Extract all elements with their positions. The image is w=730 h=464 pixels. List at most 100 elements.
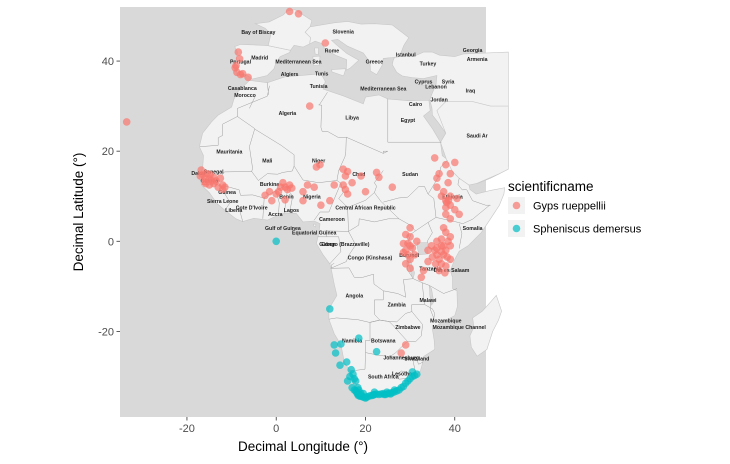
data-point-spheniscus-demersus (326, 305, 334, 313)
data-point-gyps-rueppellii (216, 174, 225, 182)
map-label: Guinea (218, 190, 236, 196)
data-point-gyps-rueppellii (201, 179, 210, 188)
data-point-gyps-rueppellii (404, 239, 412, 248)
data-point-gyps-rueppellii (399, 248, 408, 257)
map-label: Armenia (467, 57, 488, 63)
map-label: Nigeria (303, 195, 321, 201)
data-point-gyps-rueppellii (424, 246, 432, 255)
data-point-gyps-rueppellii (442, 203, 450, 212)
country-border (318, 92, 328, 106)
legend-key-spheniscus-demersus (512, 224, 521, 233)
country-border (383, 186, 429, 203)
country-border (223, 185, 253, 196)
data-point-spheniscus-demersus (336, 361, 344, 370)
data-point-gyps-rueppellii (444, 178, 452, 187)
country-border (326, 236, 342, 264)
data-point-gyps-rueppellii (444, 196, 453, 205)
sicily-landmass (331, 68, 347, 77)
data-point-gyps-rueppellii (455, 210, 464, 219)
data-point-gyps-rueppellii (446, 215, 455, 223)
data-point-gyps-rueppellii (341, 185, 350, 194)
data-point-gyps-rueppellii (330, 181, 339, 189)
data-point-gyps-rueppellii (321, 39, 330, 47)
map-label: Congo (Brazzaville) (321, 242, 369, 248)
map-label: Egypt (401, 118, 416, 124)
data-point-gyps-rueppellii (265, 187, 274, 196)
legend: scientificname Gyps rueppellii Spheniscus… (508, 179, 642, 237)
data-point-gyps-rueppellii (272, 190, 281, 198)
data-point-gyps-rueppellii (244, 73, 252, 82)
data-point-spheniscus-demersus (272, 237, 281, 246)
data-point-gyps-rueppellii (446, 242, 455, 250)
country-border (199, 85, 270, 147)
data-point-spheniscus-demersus (342, 358, 351, 366)
country-border (427, 160, 448, 218)
country-border (330, 263, 335, 269)
data-point-gyps-rueppellii (288, 184, 296, 192)
map-label: Somalia (463, 226, 483, 232)
x-axis-title: Decimal Longitude (°) (238, 439, 368, 454)
map-label: Mali (262, 158, 273, 164)
data-point-gyps-rueppellii (435, 169, 443, 178)
x-tick-label: 0 (273, 423, 279, 435)
country-border (346, 136, 388, 154)
x-axis: -20 0 20 40 (179, 417, 461, 435)
map-label: Mozambique (430, 318, 462, 324)
data-point-spheniscus-demersus (337, 340, 345, 348)
map-label: Burkina (260, 182, 279, 188)
data-point-gyps-rueppellii (419, 266, 428, 275)
map-label: Casablanca (228, 86, 257, 92)
data-point-gyps-rueppellii (310, 183, 319, 191)
country-border (251, 165, 295, 181)
map-label: Mauritania (216, 149, 242, 155)
map-label: Zambia (388, 303, 406, 309)
data-point-gyps-rueppellii (348, 178, 356, 187)
x-tick-label: 40 (449, 423, 461, 435)
map-label: Mediterranean Sea (275, 59, 321, 65)
country-border (221, 128, 256, 176)
legend-key-gyps-rueppellii (512, 201, 521, 210)
x-tick-label: 20 (359, 423, 371, 435)
data-point-gyps-rueppellii (442, 160, 450, 169)
country-border (383, 278, 425, 323)
map-label: Zimbabwe (395, 325, 420, 331)
data-point-gyps-rueppellii (433, 183, 441, 191)
data-point-spheniscus-demersus (369, 391, 378, 399)
y-axis-title: Decimal Latitude (°) (71, 153, 86, 272)
data-point-spheniscus-demersus (331, 349, 340, 357)
country-border (389, 356, 413, 358)
data-point-gyps-rueppellii (372, 168, 381, 177)
map-label: Lesotho (392, 372, 412, 378)
data-point-gyps-rueppellii (238, 69, 247, 78)
data-point-spheniscus-demersus (347, 365, 356, 374)
data-point-gyps-rueppellii (439, 187, 448, 196)
data-point-gyps-rueppellii (406, 264, 414, 273)
map-label: Georgia (463, 48, 483, 54)
map-label: Lagos (284, 208, 299, 214)
data-point-gyps-rueppellii (435, 266, 443, 275)
data-point-gyps-rueppellii (339, 165, 348, 173)
country-border (418, 361, 424, 365)
country-border (262, 197, 265, 219)
map-label: Congo (Kinshasa) (348, 255, 393, 261)
data-point-gyps-rueppellii (221, 183, 229, 191)
data-point-gyps-rueppellii (439, 242, 448, 250)
y-tick-label: 20 (102, 146, 114, 158)
data-point-gyps-rueppellii (441, 269, 449, 277)
map-label: Equatorial Guinea (292, 231, 337, 237)
plot-panel: Bay of BiscaySloveniaGeorgiaPortugalMadr… (120, 7, 509, 417)
map-label: Morocco (234, 93, 256, 99)
data-point-gyps-rueppellii (294, 10, 303, 18)
data-point-gyps-rueppellii (430, 154, 439, 162)
map-label: Bay of Biscay (241, 30, 275, 36)
map-label: Cairo (409, 102, 422, 108)
madagascar-landmass (469, 294, 502, 357)
map-label: Tanzania (419, 267, 441, 273)
y-tick-label: -20 (98, 326, 114, 338)
map-label: Syria (442, 80, 455, 86)
data-point-gyps-rueppellii (401, 341, 410, 349)
data-point-gyps-rueppellii (397, 349, 406, 357)
data-point-gyps-rueppellii (406, 224, 414, 232)
map-label: Libya (345, 116, 359, 122)
country-border (330, 267, 390, 322)
